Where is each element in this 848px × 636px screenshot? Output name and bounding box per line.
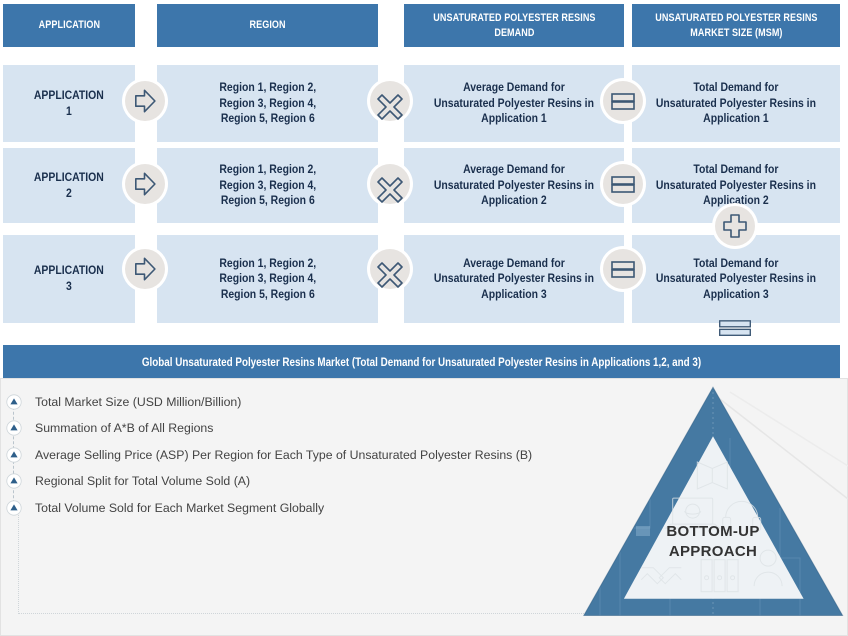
svg-text:BOTTOM-UP: BOTTOM-UP <box>666 523 759 540</box>
svg-text:APPROACH: APPROACH <box>669 543 757 560</box>
